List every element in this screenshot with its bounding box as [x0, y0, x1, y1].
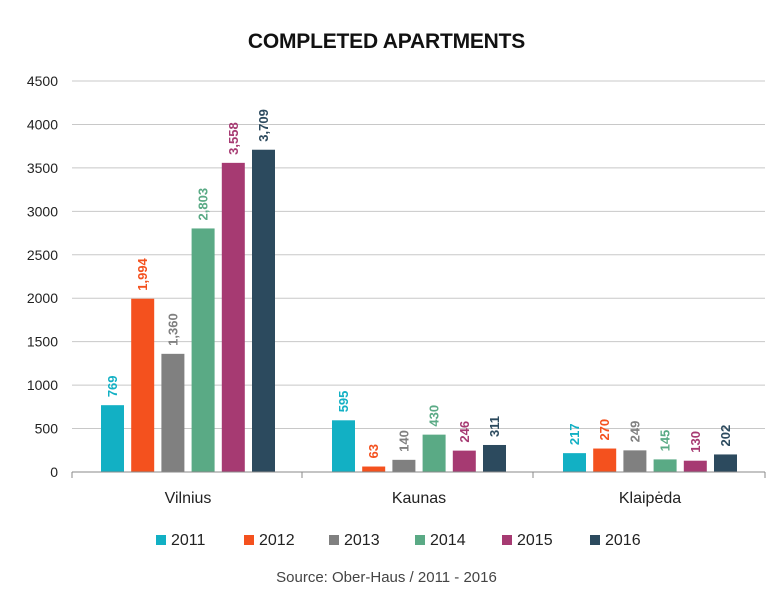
- bar-2013-vilnius: [161, 353, 185, 472]
- bar-2011-vilnius: [101, 405, 124, 472]
- y-axis-ticks: 0 500 1000 1500 2000 2500 3000 3500 4000 4500: [27, 73, 58, 480]
- legend-item-2015: 2015: [502, 532, 553, 549]
- legend-item-2012: 2012: [244, 532, 295, 549]
- chart-title: COMPLETED APARTMENTS: [247, 30, 526, 53]
- data-label: 430: [427, 405, 442, 427]
- data-label: 1,994: [135, 257, 150, 290]
- legend-swatch: [415, 535, 425, 545]
- legend-item-2014: 2014: [415, 532, 466, 549]
- bar-2015-klaipėda: [683, 460, 707, 472]
- legend: 2011 2012 2013 2014 2015 2016: [156, 532, 641, 549]
- data-label: 3,709: [256, 109, 271, 142]
- data-label: 217: [567, 423, 582, 445]
- legend-label: 2014: [430, 532, 466, 549]
- data-label: 2,803: [196, 188, 211, 221]
- data-label: 249: [627, 421, 642, 443]
- legend-swatch: [502, 535, 512, 545]
- data-label: 595: [336, 391, 351, 413]
- x-axis-categories: Vilnius Kaunas Klaipėda: [165, 490, 682, 507]
- bars: [101, 149, 737, 472]
- bar-2014-kaunas: [422, 434, 446, 472]
- source-note: Source: Ober-Haus / 2011 - 2016: [276, 569, 497, 586]
- gridlines: [72, 80, 765, 430]
- bar-2011-klaipėda: [563, 453, 586, 472]
- legend-swatch: [156, 535, 166, 545]
- bar-2012-kaunas: [362, 466, 386, 472]
- legend-item-2016: 2016: [590, 532, 641, 549]
- bar-2014-vilnius: [191, 228, 215, 472]
- legend-item-2013: 2013: [329, 532, 380, 549]
- data-label: 1,360: [165, 313, 180, 346]
- legend-item-2011: 2011: [156, 532, 206, 549]
- y-tick-label: 1500: [27, 334, 58, 350]
- data-label: 130: [688, 431, 703, 453]
- x-category-label: Vilnius: [165, 490, 212, 507]
- data-label: 3,558: [226, 122, 241, 155]
- bar-2012-vilnius: [131, 298, 155, 472]
- data-label: 769: [105, 375, 120, 397]
- data-label: 145: [658, 430, 673, 452]
- bar-2016-kaunas: [483, 444, 506, 472]
- legend-label: 2013: [344, 532, 380, 549]
- y-tick-label: 1000: [27, 377, 58, 393]
- x-category-label: Kaunas: [392, 490, 446, 507]
- bar-2015-kaunas: [452, 450, 476, 472]
- data-label: 311: [487, 416, 502, 437]
- bar-2015-vilnius: [221, 162, 245, 472]
- bar-2012-klaipėda: [593, 448, 617, 472]
- legend-label: 2015: [517, 532, 553, 549]
- legend-swatch: [244, 535, 254, 545]
- data-label: 270: [597, 419, 612, 441]
- x-axis: [71, 471, 766, 478]
- data-label: 140: [396, 430, 411, 452]
- bar-2013-kaunas: [392, 459, 416, 472]
- y-tick-label: 3500: [27, 160, 58, 176]
- legend-label: 2012: [259, 532, 295, 549]
- legend-swatch: [590, 535, 600, 545]
- y-tick-label: 2000: [27, 290, 58, 306]
- y-tick-label: 2500: [27, 247, 58, 263]
- data-labels: 769 595 217 1,994 63 270 1,360 140 249 2,803 430 14…: [105, 109, 733, 458]
- x-category-label: Klaipėda: [619, 490, 681, 507]
- data-label: 246: [457, 421, 472, 443]
- legend-label: 2011: [171, 532, 206, 549]
- legend-swatch: [329, 535, 339, 545]
- y-tick-label: 3000: [27, 203, 58, 219]
- data-label: 202: [718, 425, 733, 447]
- bar-2011-kaunas: [332, 420, 355, 472]
- legend-label: 2016: [605, 532, 641, 549]
- data-label: 63: [366, 444, 381, 458]
- bar-2016-vilnius: [252, 149, 275, 472]
- y-tick-label: 4000: [27, 116, 58, 132]
- bar-2014-klaipėda: [653, 459, 677, 472]
- bar-2013-klaipėda: [623, 450, 647, 472]
- bar-2016-klaipėda: [714, 454, 737, 472]
- y-tick-label: 500: [35, 421, 59, 437]
- y-tick-label: 4500: [27, 73, 58, 89]
- y-tick-label: 0: [50, 464, 58, 480]
